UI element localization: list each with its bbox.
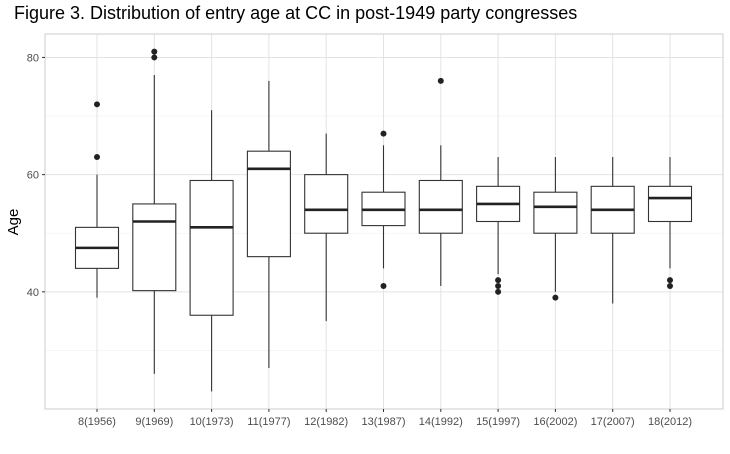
x-axis-ticks: 8(1956) 9(1969) 10(1973) 11(1977) 12(1982) 13… [78,409,692,428]
box-iqr [418,179,463,234]
box-iqr [533,191,578,234]
x-tick-label: 14(1992) [419,416,463,428]
box-13(1987) [361,130,406,289]
outlier-point [552,294,559,301]
outlier-point [437,77,444,84]
x-tick-label: 10(1973) [190,416,234,428]
y-tick-label: 60 [27,170,39,182]
outlier-point [94,154,100,161]
y-axis-ticks: 40 60 80 [27,52,45,299]
box-iqr [246,150,291,258]
box-16(2002) [533,157,578,301]
box-10(1973) [189,110,234,392]
y-axis-title: Age [5,209,22,236]
outlier-point [667,282,673,289]
x-tick-label: 15(1997) [476,416,520,428]
outlier-point [151,48,158,55]
box-11(1977) [246,80,291,368]
x-tick-label: 13(1987) [361,416,405,428]
outlier-point [380,130,387,137]
box-14(1992) [418,77,463,286]
outlier-point [151,54,158,61]
x-tick-label: 8(1956) [78,416,116,428]
box-15(1997) [476,157,521,295]
x-tick-label: 17(2007) [591,416,635,428]
y-tick-label: 40 [27,287,39,299]
outlier-point [495,288,502,295]
chart-title: Figure 3. Distribution of entry age at C… [14,3,578,23]
x-tick-label: 18(2012) [648,416,692,428]
y-tick-label: 80 [27,52,39,64]
boxes [74,48,693,392]
x-tick-label: 11(1977) [247,416,290,428]
box-8(1956) [74,101,120,298]
box-12(1982) [304,133,349,322]
box-iqr [647,185,693,223]
box-18(2012) [647,157,693,289]
box-iqr [189,179,234,316]
x-tick-label: 12(1982) [304,416,348,428]
outlier-point [495,282,502,289]
x-tick-label: 16(2002) [533,416,577,428]
outlier-point [380,282,387,289]
box-9(1969) [132,48,177,374]
outlier-point [667,277,673,284]
box-iqr [304,174,349,234]
x-tick-label: 9(1969) [135,416,173,428]
box-iqr [132,203,177,292]
box-17(2007) [590,157,635,304]
outlier-point [495,277,502,284]
outlier-point [94,101,100,108]
